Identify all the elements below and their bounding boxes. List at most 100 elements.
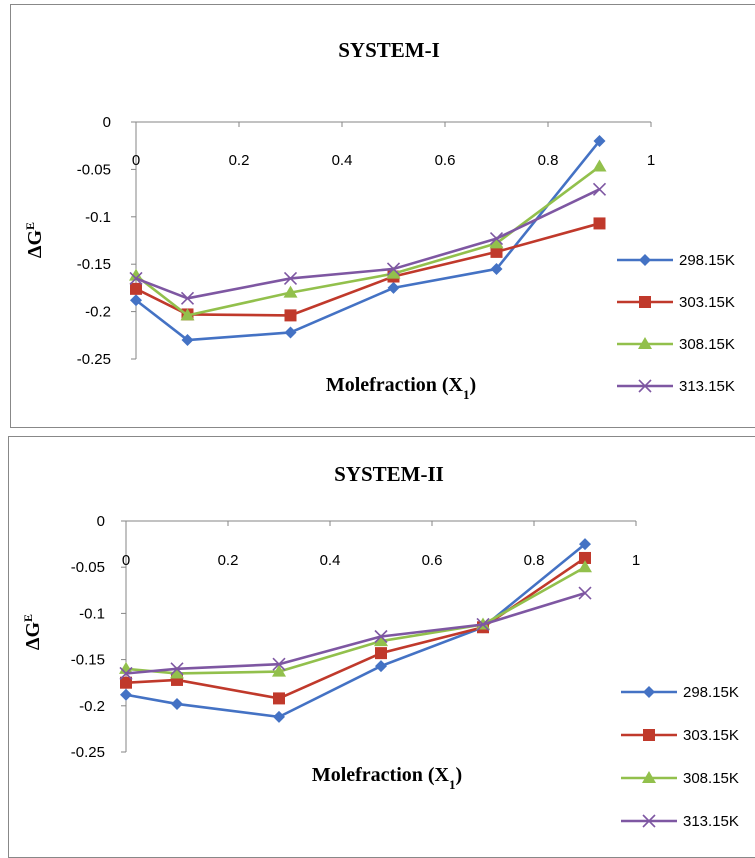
legend-item: 313.15K [621,813,739,830]
x-tick-label: 0 [132,152,140,169]
data-point [180,308,195,321]
legend-marker [639,254,651,266]
legend-marker [642,771,656,783]
data-point [593,134,606,147]
legend-label: 313.15K [683,813,739,830]
y-tick-label: -0.05 [71,559,105,576]
data-point [489,236,504,249]
series-303.15K [120,551,591,705]
legend-marker [638,337,652,349]
y-tick-label: -0.1 [79,605,105,622]
legend-item: 313.15K [617,378,735,395]
data-point [119,666,133,681]
x-tick-label: 0.6 [422,552,443,569]
series-313.15K [129,182,607,305]
data-point [170,666,184,679]
data-point [272,664,286,677]
y-tick-label: -0.15 [71,652,105,669]
y-tick-label: 0 [103,114,111,131]
y-tick-label: -0.15 [77,256,111,273]
data-point [120,676,132,689]
data-point [387,281,400,294]
data-point [130,294,142,307]
chart-svg-system-1: SYSTEM-I 0 0.2 0.4 0.6 0.8 1 0 -0.05 -0.1 -0.15 -0.… [23,38,735,402]
data-point [578,560,592,573]
data-point [284,309,297,322]
y-tick-label: 0 [97,513,105,530]
data-point [180,291,195,305]
legend-item: 303.15K [621,727,739,744]
data-point [489,232,504,246]
x-tick-label: 1 [632,552,640,569]
y-tick-label: -0.2 [79,698,105,715]
y-tick-label: -0.2 [85,304,111,321]
data-point [129,271,143,285]
x-tick-label: 0 [122,552,130,569]
data-point [272,657,286,671]
data-point [273,692,285,705]
legend-label: 303.15K [679,294,735,311]
data-point [170,662,184,676]
chart-title: SYSTEM-II [334,462,444,486]
data-point [129,268,143,281]
data-point [386,262,401,276]
data-point [592,159,607,172]
data-point [578,586,592,600]
legend-item: 303.15K [617,294,735,311]
data-point [130,282,142,295]
data-point [374,634,388,647]
y-axis-label: ΔGE [21,614,44,650]
data-point [284,326,297,339]
series-line [125,591,586,675]
y-tick-label: -0.25 [77,351,111,368]
data-point [476,617,490,632]
legend-item: 298.15K [621,684,739,701]
legend-marker [643,686,655,698]
data-point [592,182,607,196]
chart-panel-system-1: SYSTEM-I 0 0.2 0.4 0.6 0.8 1 0 -0.05 -0.1 -0.15 -0.… [10,4,755,428]
legend-label: 303.15K [683,727,739,744]
data-point [490,245,503,258]
x-tick-label: 0.8 [524,552,545,569]
data-point [374,629,388,644]
chart-svg-system-2: SYSTEM-II 0 0.2 0.4 0.6 0.8 1 0 -0.05 -0.1 -0.15 -0… [21,462,739,830]
x-axis-label: Molefraction (X1) [326,374,476,402]
series-313.15K [119,586,592,681]
data-point [386,266,401,279]
data-point [283,285,298,298]
data-point [593,217,606,230]
y-tick-label: -0.05 [77,161,111,178]
chart-panel-system-2: SYSTEM-II 0 0.2 0.4 0.6 0.8 1 0 -0.05 -0.1 -0.15 -0… [8,436,755,858]
data-point [579,538,591,551]
chart-title: SYSTEM-I [338,38,440,62]
legend-marker [643,729,655,741]
data-point [490,262,503,275]
legend-label: 308.15K [683,770,739,787]
y-tick-label: -0.25 [71,744,105,761]
legend-label: 298.15K [683,684,739,701]
legend-marker [639,296,651,308]
series-line [135,188,601,300]
series-298.15K [120,538,591,723]
x-tick-label: 0.4 [332,152,353,169]
legend-label: 308.15K [679,336,735,353]
legend-item: 308.15K [617,336,735,353]
series-303.15K [130,217,606,322]
x-axis-label: Molefraction (X1) [312,764,462,792]
y-tick-label: -0.1 [85,209,111,226]
legend-item: 298.15K [617,252,735,269]
x-tick-label: 0.2 [218,552,239,569]
data-point [283,271,298,285]
data-point [579,551,591,564]
legend-marker [642,814,656,828]
x-tick-label: 0.6 [435,152,456,169]
legend-label: 298.15K [679,252,735,269]
data-point [375,660,387,673]
x-tick-label: 1 [647,152,655,169]
x-tick-label: 0.4 [320,552,341,569]
x-tick-label: 0.2 [229,152,250,169]
legend-marker [638,379,652,393]
data-point [273,710,285,723]
legend-label: 313.15K [679,378,735,395]
data-point [375,647,387,660]
